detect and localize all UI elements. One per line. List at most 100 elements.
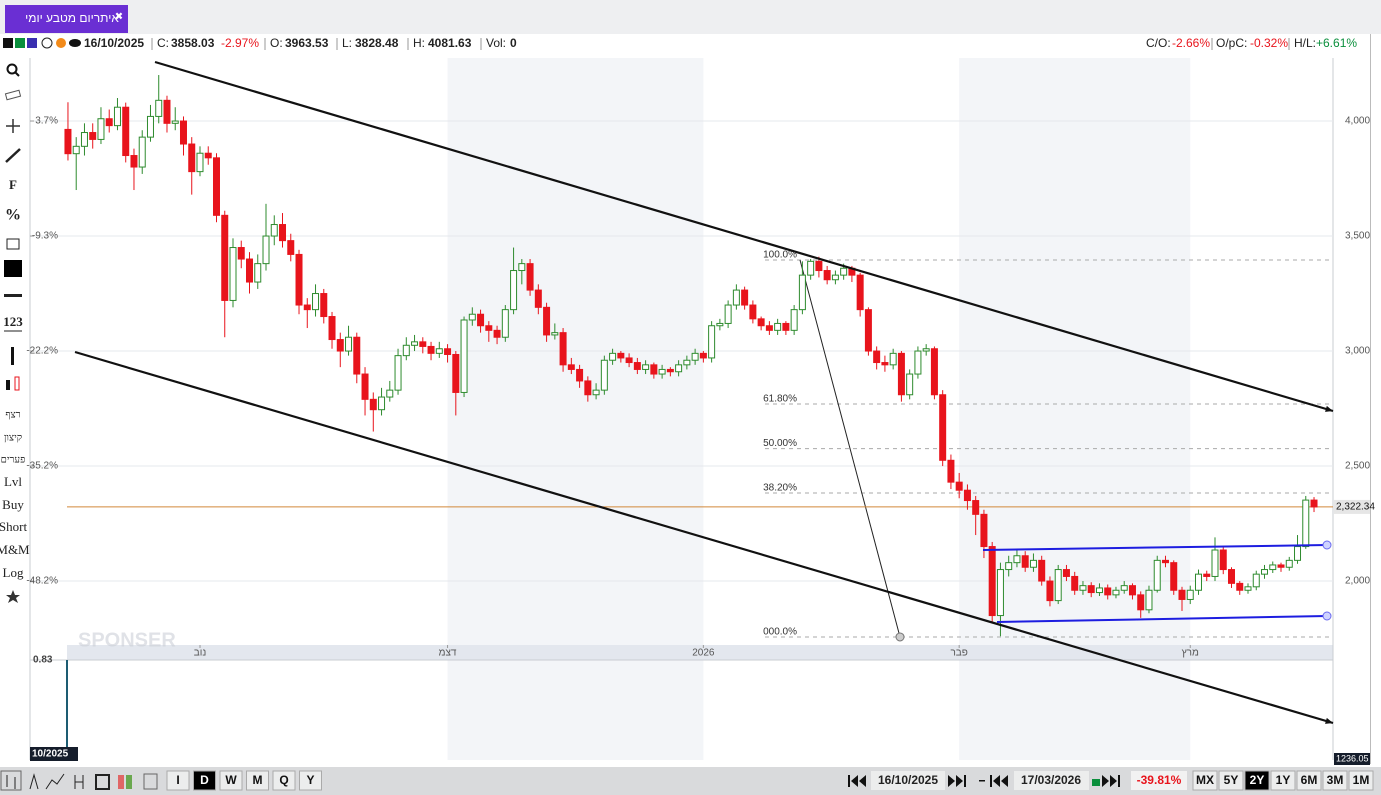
tool-favorite[interactable] [6, 590, 20, 603]
tool-text[interactable]: Log [3, 565, 24, 580]
candle-body [584, 380, 592, 396]
watermark: SPONSER [78, 629, 176, 651]
tool-candles[interactable] [6, 380, 10, 390]
candle-body [1013, 555, 1021, 564]
button[interactable] [272, 770, 296, 791]
candle-body [609, 352, 617, 361]
candle-body [922, 348, 930, 352]
volume-marker [66, 660, 68, 760]
button-label[interactable]: 3M [1327, 773, 1344, 787]
info-low: 3828.48 [355, 36, 399, 50]
candle-body [411, 341, 419, 346]
button-label[interactable]: I [176, 773, 179, 787]
tab[interactable] [5, 5, 128, 33]
button[interactable] [1296, 770, 1322, 791]
x-tick-label: מרץ [1182, 648, 1199, 659]
button-label[interactable]: D [200, 773, 209, 787]
tool-edit[interactable] [6, 238, 20, 250]
tool-line[interactable] [5, 148, 21, 163]
candle-body [460, 319, 468, 393]
candle-body [1021, 555, 1029, 568]
fib-label: 61.80% [763, 394, 797, 405]
candle-body [600, 359, 608, 391]
y2-tick-label: 3.7% [35, 116, 58, 127]
tool-text[interactable]: Buy [2, 497, 24, 512]
candle-body [97, 118, 105, 140]
candle-body [666, 368, 674, 373]
candle-body [336, 339, 344, 352]
tab-close[interactable]: ✖ [115, 12, 123, 23]
button-label[interactable]: M [253, 773, 263, 787]
button-label[interactable]: 2Y [1250, 773, 1265, 787]
button[interactable] [246, 770, 269, 791]
date-to[interactable]: 17/03/2026 [1021, 773, 1081, 787]
button-label[interactable]: 1Y [1276, 773, 1291, 787]
tool-text[interactable]: Short [0, 519, 27, 534]
button-label[interactable]: W [225, 773, 237, 787]
candle-body [774, 322, 782, 331]
button[interactable] [1218, 770, 1244, 791]
button[interactable] [1348, 770, 1374, 791]
candle-body [518, 263, 526, 272]
candle-body [1178, 589, 1186, 600]
button-label[interactable]: 1M [1353, 773, 1370, 787]
period-change: -39.81% [1137, 773, 1182, 787]
candle-body [1310, 499, 1318, 508]
candle-body [155, 99, 163, 117]
tool-width[interactable] [4, 294, 22, 297]
tool-text[interactable]: רצף [5, 409, 20, 420]
button-label[interactable]: 6M [1301, 773, 1318, 787]
fib-label: 38.20% [763, 483, 797, 494]
candle-body [559, 332, 567, 366]
info-volume: 0 [510, 36, 517, 50]
candle-body [122, 106, 130, 157]
tool-bar[interactable] [11, 347, 14, 365]
date-field[interactable] [1014, 771, 1089, 790]
x-tick-label: 2026 [692, 648, 715, 659]
button-label[interactable]: Q [279, 773, 288, 787]
candle-body [1038, 559, 1046, 582]
button[interactable] [1244, 770, 1270, 791]
tool-color[interactable] [4, 260, 22, 277]
tool-eraser[interactable] [4, 89, 22, 101]
candle-body [113, 106, 121, 127]
candle-body [237, 247, 245, 260]
date-field[interactable] [871, 771, 945, 790]
candle-body [1294, 546, 1302, 561]
button[interactable] [166, 770, 190, 791]
button-label[interactable]: 5Y [1224, 773, 1239, 787]
button[interactable] [219, 770, 243, 791]
candle-body [427, 345, 435, 354]
tool-crosshair[interactable] [6, 119, 20, 133]
candle-body [980, 513, 988, 548]
button[interactable] [299, 770, 322, 791]
last-price-tag [1334, 499, 1370, 514]
button[interactable] [1322, 770, 1348, 791]
button-label[interactable]: Y [306, 773, 314, 787]
tool-text[interactable]: Lvl [4, 474, 22, 489]
tool-text[interactable]: פערים [1, 454, 26, 465]
candle-body [386, 389, 394, 398]
tool-text[interactable]: קיצון [4, 432, 22, 443]
button[interactable] [193, 770, 216, 791]
button[interactable] [1192, 770, 1218, 791]
candle-body [955, 481, 963, 491]
tool-text[interactable]: F [9, 177, 17, 192]
candle-body [526, 263, 534, 291]
tool-text[interactable]: % [5, 207, 21, 224]
button-label[interactable]: MX [1196, 773, 1214, 787]
chart-style-icons [0, 770, 158, 791]
channel-line [996, 615, 1328, 623]
tool-text[interactable]: M&M [0, 542, 30, 557]
date-from[interactable]: 16/10/2025 [878, 773, 938, 787]
candle-body [823, 270, 831, 281]
tab-title[interactable]: איתריום מטבע יומי [25, 11, 119, 25]
candle-body [1104, 587, 1112, 596]
tool-text[interactable]: 123 [3, 314, 23, 329]
candle-body [1261, 569, 1269, 575]
info-label: C/O: [1146, 36, 1171, 50]
candle-body [1079, 585, 1087, 591]
button[interactable] [1270, 770, 1296, 791]
tool-search[interactable] [6, 63, 18, 75]
